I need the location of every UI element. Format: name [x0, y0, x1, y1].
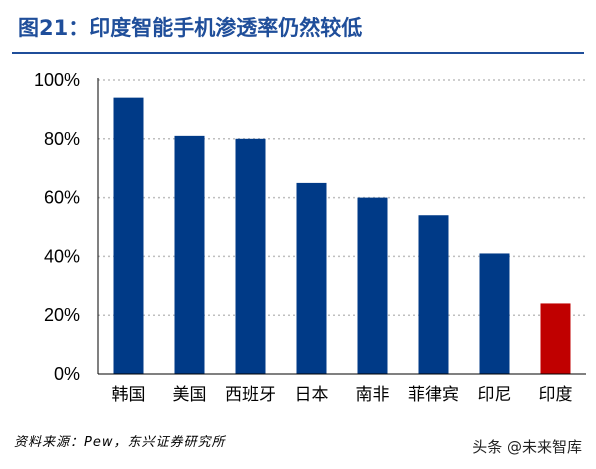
x-category-label: 菲律宾 — [408, 385, 459, 405]
gridlines — [98, 79, 586, 316]
y-tick-label: 80% — [44, 129, 80, 149]
x-category-label: 韩国 — [112, 385, 146, 405]
x-category-label: 日本 — [295, 385, 329, 405]
x-category-label: 印度 — [539, 385, 573, 405]
axes — [97, 78, 586, 375]
y-tick-labels: 0% 20% 40% 60% 80% 100% — [34, 70, 80, 384]
source-note: 资料来源：Pew，东兴证券研究所 — [14, 435, 226, 450]
x-category-label: 南非 — [356, 385, 390, 405]
watermark: 头条 @未来智库 — [472, 438, 582, 456]
chart-title: 图21：印度智能手机渗透率仍然较低 — [18, 16, 363, 40]
bar-7 — [479, 253, 510, 374]
y-tick-label: 20% — [44, 305, 80, 325]
x-category-label: 西班牙 — [225, 385, 276, 405]
y-tick-label: 40% — [44, 246, 80, 266]
y-tick-label: 0% — [54, 364, 80, 384]
bar-chart: 0% 20% 40% 60% 80% 100% 韩国 美国 西班牙 日本 南非 菲律宾 印尼 印度 — [34, 70, 586, 405]
bar-6 — [418, 215, 449, 374]
bar-1 — [113, 97, 144, 374]
x-category-label: 印尼 — [478, 385, 512, 405]
x-category-labels: 韩国 美国 西班牙 日本 南非 菲律宾 印尼 印度 — [112, 385, 573, 405]
x-category-label: 美国 — [173, 385, 207, 405]
bar-2 — [174, 135, 205, 374]
bar-3 — [235, 138, 266, 374]
y-tick-label: 100% — [34, 70, 80, 90]
title-rule — [12, 52, 584, 54]
y-tick-label: 60% — [44, 188, 80, 208]
bar-8 — [540, 303, 571, 374]
bar-5 — [357, 197, 388, 374]
bars — [113, 97, 571, 374]
bar-4 — [296, 182, 327, 374]
